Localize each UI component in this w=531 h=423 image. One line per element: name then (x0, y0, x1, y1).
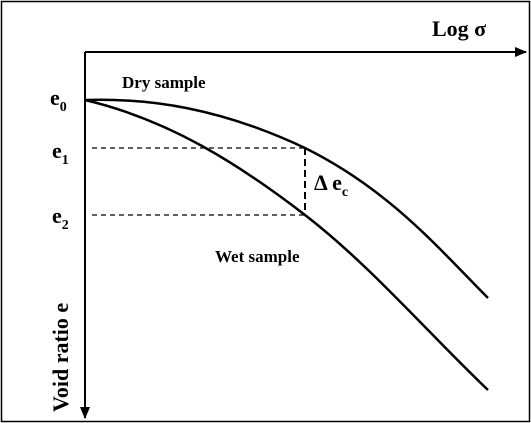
e2-sub: 2 (62, 218, 69, 233)
e1-base: e (52, 138, 62, 163)
e2-label: e2 (52, 203, 69, 233)
e0-base: e (50, 85, 60, 110)
e1-sub: 1 (62, 153, 69, 168)
y-axis-label: Void ratio e (48, 303, 73, 412)
x-axis-label: Log σ (432, 16, 486, 41)
e0-sub: 0 (60, 100, 67, 115)
dry-label: Dry sample (122, 73, 206, 92)
delta-base: Δ e (314, 170, 342, 195)
wet-label: Wet sample (215, 247, 300, 266)
wet-curve (84, 98, 489, 391)
dry-curve (84, 98, 489, 299)
delta-label: Δ ec (314, 170, 348, 200)
e1-label: e1 (52, 138, 69, 168)
e0-label: e0 (50, 85, 67, 115)
delta-sub: c (342, 185, 348, 200)
e2-base: e (52, 203, 62, 228)
